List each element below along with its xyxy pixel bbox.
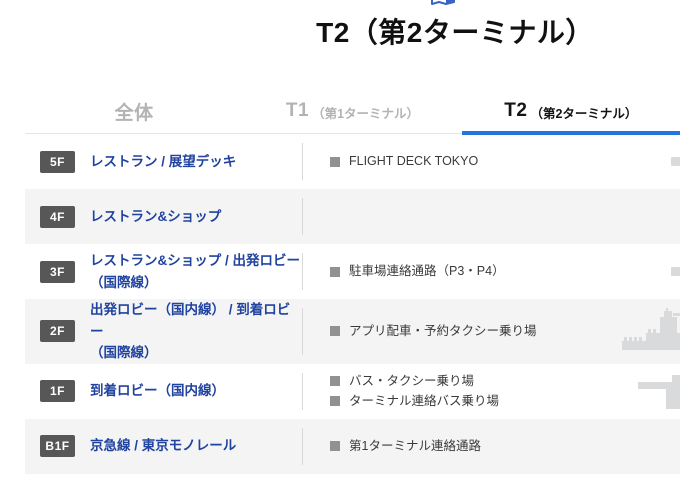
floor-row-4f: 4F レストラン&ショップ <box>25 189 680 244</box>
floor-badge: 5F <box>40 150 75 173</box>
floor-link[interactable]: 到着ロビー（国内線） <box>90 383 225 399</box>
floor-badge: 4F <box>40 205 75 228</box>
square-bullet-icon <box>330 376 340 387</box>
page-title: T2（第2ターミナル） <box>316 17 594 48</box>
floor-link[interactable]: 京急線 / 東京モノレール <box>90 438 237 454</box>
floor-row-left: 5F レストラン / 展望デッキ <box>25 150 302 173</box>
floor-row-2f: 2F 出発ロビー（国内線） / 到着ロビー （国際線） アプリ配車・予約タクシー乗… <box>25 299 680 364</box>
floor-row-3f: 3F レストラン&ショップ / 出発ロビー （国際線） 駐車場連絡通路（P3・P4… <box>25 244 680 299</box>
facility-item: 第1ターミナル連絡通路 <box>330 438 680 454</box>
tab-sublabel: （第2ターミナル） <box>530 107 638 121</box>
tab-label: T2 <box>504 100 528 121</box>
floor-badge: 1F <box>40 380 75 403</box>
square-bullet-icon <box>330 326 340 337</box>
column-divider <box>302 372 303 410</box>
floor-row-5f: 5F レストラン / 展望デッキ FLIGHT DECK TOKYO <box>25 134 680 189</box>
floor-row-left: 1F 到着ロビー（国内線） <box>25 380 302 403</box>
floor-badge: 2F <box>40 320 75 343</box>
floor-table: 5F レストラン / 展望デッキ FLIGHT DECK TOKYO 4F レス… <box>25 134 680 474</box>
page-header: T2（第2ターミナル） <box>0 0 680 89</box>
column-divider <box>302 198 303 235</box>
tab-sublabel: （第1ターミナル） <box>312 107 420 121</box>
floor-row-facilities: FLIGHT DECK TOKYO <box>303 153 680 169</box>
facility-item: 駐車場連絡通路（P3・P4） <box>330 263 680 279</box>
column-divider <box>302 427 303 465</box>
floor-badge: B1F <box>40 435 75 458</box>
floor-link[interactable]: レストラン&ショップ / 出発ロビー （国際線） <box>90 252 301 290</box>
tab-overall[interactable]: 全体 <box>25 89 243 133</box>
column-divider <box>302 143 303 180</box>
floor-row-facilities: バス・タクシー乗り場 ターミナル連絡バス乗り場 <box>303 373 680 410</box>
column-divider <box>302 253 303 290</box>
floor-row-facilities: 第1ターミナル連絡通路 <box>303 438 680 454</box>
floor-row-left: 2F 出発ロビー（国内線） / 到着ロビー （国際線） <box>25 299 302 364</box>
floor-row-1f: 1F 到着ロビー（国内線） バス・タクシー乗り場 ターミナル連絡バス乗り場 <box>25 364 680 419</box>
square-bullet-icon <box>330 396 340 407</box>
floor-link[interactable]: レストラン / 展望デッキ <box>90 153 237 169</box>
floor-row-b1f: B1F 京急線 / 東京モノレール 第1ターミナル連絡通路 <box>25 418 680 474</box>
floor-row-facilities: 駐車場連絡通路（P3・P4） <box>303 263 680 279</box>
facility-item: アプリ配車・予約タクシー乗り場 <box>330 323 680 339</box>
tab-label: T1 <box>285 100 310 121</box>
facility-item: FLIGHT DECK TOKYO <box>330 153 680 169</box>
floor-row-facilities: アプリ配車・予約タクシー乗り場 <box>303 323 680 339</box>
column-divider <box>302 308 303 355</box>
floor-row-left: 3F レストラン&ショップ / 出発ロビー （国際線） <box>25 250 302 293</box>
facility-item: バス・タクシー乗り場 <box>330 373 680 389</box>
floor-badge: 3F <box>40 260 75 283</box>
tab-t2[interactable]: T2 （第2ターミナル） <box>461 89 680 135</box>
facility-item: ターミナル連絡バス乗り場 <box>330 393 680 409</box>
square-bullet-icon <box>330 156 340 167</box>
floor-row-left: 4F レストラン&ショップ <box>25 205 302 228</box>
terminal-tabs: 全体 T1 （第1ターミナル） T2 （第2ターミナル） <box>25 89 680 135</box>
map-icon <box>431 0 455 7</box>
floor-link[interactable]: レストラン&ショップ <box>90 208 222 224</box>
floor-row-left: B1F 京急線 / 東京モノレール <box>25 435 302 458</box>
square-bullet-icon <box>330 441 340 452</box>
tab-t1[interactable]: T1 （第1ターミナル） <box>243 89 461 133</box>
square-bullet-icon <box>330 266 340 277</box>
tab-label: 全体 <box>114 102 154 124</box>
floor-link[interactable]: 出発ロビー（国内線） / 到着ロビー （国際線） <box>90 302 291 361</box>
